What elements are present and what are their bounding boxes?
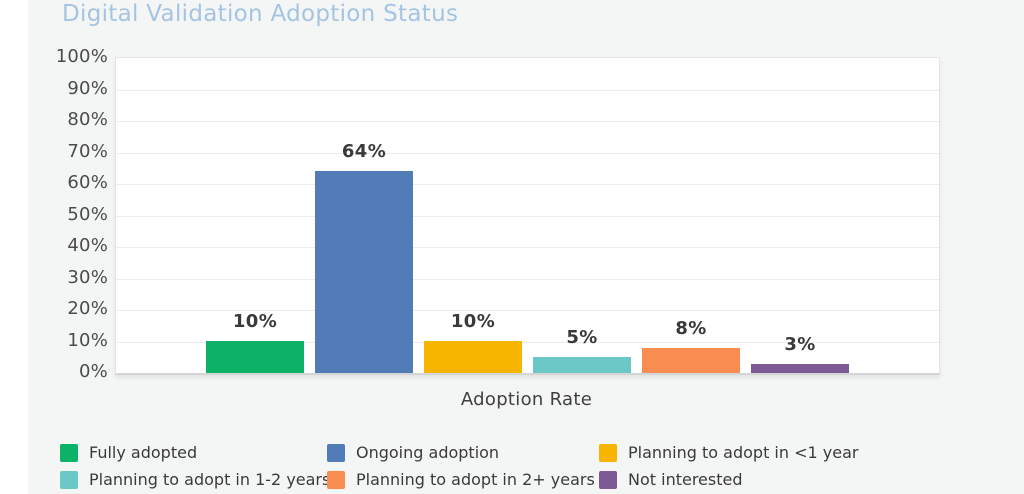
bar-value-label: 10%: [232, 311, 278, 332]
legend: Fully adopted Ongoing adoption Planning to…: [60, 443, 858, 489]
bar-group-ongoing-adoption: 64%: [315, 141, 413, 373]
legend-swatch-icon: [599, 443, 617, 462]
bar-not-interested: [751, 364, 849, 373]
bar-group-not-interested: 3%: [751, 334, 849, 373]
gridline-90: [116, 89, 939, 91]
legend-swatch-icon: [327, 443, 345, 462]
y-tick-label-20: 20%: [67, 298, 108, 319]
chart-title: Digital Validation Adoption Status: [62, 1, 459, 27]
bar-value-label: 3%: [784, 334, 816, 355]
legend-item-planning-to-adopt-in-1-year: Planning to adopt in <1 year: [599, 443, 858, 462]
bar-planning-to-adopt-in-1-year: [424, 341, 522, 373]
bar-value-label: 5%: [566, 327, 598, 348]
gridline-20: [116, 310, 939, 311]
y-tick-label-40: 40%: [67, 235, 108, 256]
gridline-80: [116, 121, 939, 122]
bars-container: 10% 64% 10% 5% 8% 3%: [116, 141, 939, 373]
bar-planning-to-adopt-in-2-years: [642, 348, 740, 373]
legend-item-ongoing-adoption: Ongoing adoption: [327, 443, 599, 462]
y-axis: 100% 90% 80% 70% 60% 50% 40% 30% 20% 10% 0%: [0, 46, 108, 382]
legend-swatch-icon: [60, 470, 78, 489]
gridline-10: [116, 341, 939, 343]
y-tick-label-10: 10%: [67, 329, 108, 351]
y-tick-label-60: 60%: [67, 172, 108, 193]
bar-group-planning-to-adopt-in-1-2-years: 5%: [533, 327, 631, 373]
gridline-40: [116, 247, 939, 248]
y-tick-label-70: 70%: [67, 140, 108, 162]
legend-label: Not interested: [628, 470, 743, 489]
y-tick-label-50: 50%: [67, 203, 108, 225]
y-tick-label-100: 100%: [55, 46, 108, 67]
bar-ongoing-adoption: [315, 171, 413, 373]
legend-label: Planning to adopt in 1-2 years: [89, 470, 331, 489]
bar-planning-to-adopt-in-1-2-years: [533, 357, 631, 373]
gridline-60: [116, 184, 939, 185]
gridline-30: [116, 278, 939, 280]
gridline-50: [116, 215, 939, 217]
legend-swatch-icon: [599, 470, 617, 489]
y-tick-label-0: 0%: [79, 361, 108, 382]
page-left-margin: [0, 0, 28, 494]
bar-value-label: 8%: [675, 318, 707, 339]
y-tick-label-90: 90%: [67, 77, 108, 99]
legend-item-planning-to-adopt-in-2-years: Planning to adopt in 2+ years: [327, 470, 599, 489]
y-tick-label-80: 80%: [67, 109, 108, 130]
legend-label: Ongoing adoption: [356, 443, 500, 462]
plot-area: 10% 64% 10% 5% 8% 3%: [115, 57, 940, 375]
legend-label: Fully adopted: [89, 443, 198, 462]
legend-item-not-interested: Not interested: [599, 470, 858, 489]
y-tick-label-30: 30%: [67, 266, 108, 288]
bar-group-planning-to-adopt-in-2-years: 8%: [642, 318, 740, 373]
x-axis-label: Adoption Rate: [460, 389, 593, 410]
bar-value-label: 10%: [450, 311, 496, 332]
legend-item-planning-to-adopt-in-1-2-years: Planning to adopt in 1-2 years: [60, 470, 331, 489]
legend-label: Planning to adopt in <1 year: [628, 443, 859, 462]
bar-group-fully-adopted: 10%: [206, 311, 304, 373]
legend-item-fully-adopted: Fully adopted: [60, 443, 327, 462]
legend-swatch-icon: [327, 470, 345, 489]
gridline-70: [116, 152, 939, 154]
legend-swatch-icon: [60, 443, 78, 462]
bar-fully-adopted: [206, 341, 304, 373]
bar-value-label: 64%: [341, 141, 387, 162]
legend-label: Planning to adopt in 2+ years: [356, 470, 595, 489]
bar-group-planning-to-adopt-in-1-year: 10%: [424, 311, 522, 373]
